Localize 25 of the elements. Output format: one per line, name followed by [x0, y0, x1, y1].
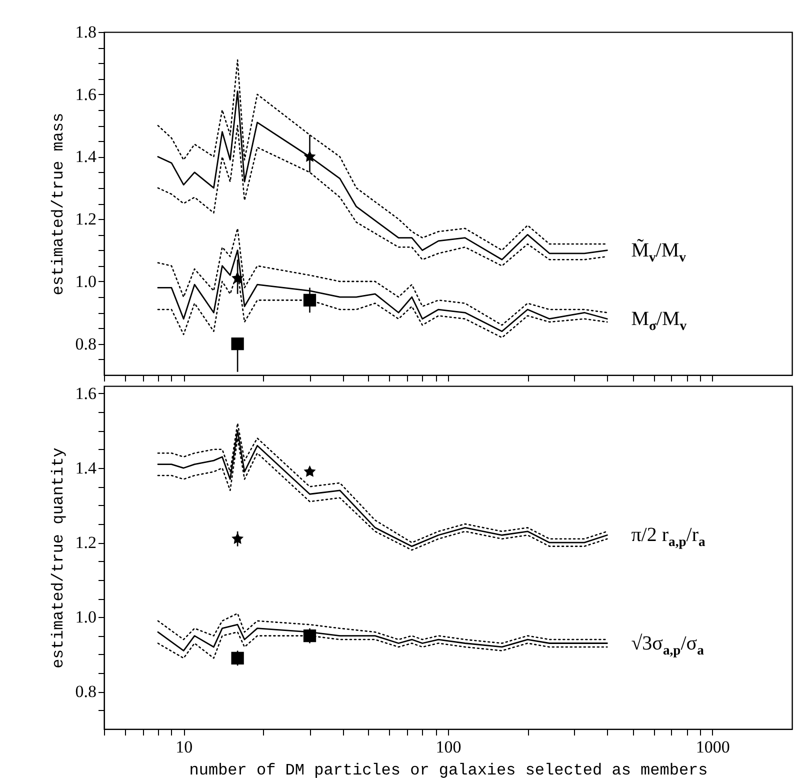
y-tick-label: 1.8 — [75, 22, 96, 42]
y-tick-label: 1.4 — [75, 147, 97, 166]
x-tick-label: 1000 — [696, 738, 730, 756]
series-label: √3σ$_{a,p}$/σ$_{a}$ — [631, 632, 704, 658]
y-tick-label: 0.8 — [75, 334, 96, 354]
series-label: π/2 r$_{a,p}$/r$_{a}$ — [631, 524, 706, 550]
point — [304, 150, 316, 162]
point — [303, 294, 316, 306]
y-tick-label: 1.0 — [75, 272, 96, 291]
series-label: M$_{σ}$/M$_{v}$ — [631, 308, 687, 333]
series-label: M̃$_{v}$/M$_{v}$ — [631, 238, 686, 264]
y-tick-label: 1.0 — [75, 608, 96, 627]
point — [232, 272, 244, 284]
y-tick-label: 1.2 — [75, 210, 96, 229]
y-tick-label: 0.8 — [75, 682, 96, 702]
x-axis-title: number of DM particles or galaxies selected as members — [189, 762, 708, 778]
y-tick-label: 1.2 — [75, 533, 96, 552]
y-tick-label: 1.6 — [75, 84, 96, 104]
y-tick-label: 1.4 — [75, 458, 97, 478]
x-tick-label: 10 — [176, 738, 193, 756]
x-tick-label: 100 — [436, 738, 462, 756]
y-axis-title: estimated/true mass — [49, 112, 68, 296]
y-axis-title: estimated/true quantity — [49, 447, 68, 668]
y-tick-label: 1.6 — [75, 384, 96, 403]
point — [231, 337, 244, 350]
